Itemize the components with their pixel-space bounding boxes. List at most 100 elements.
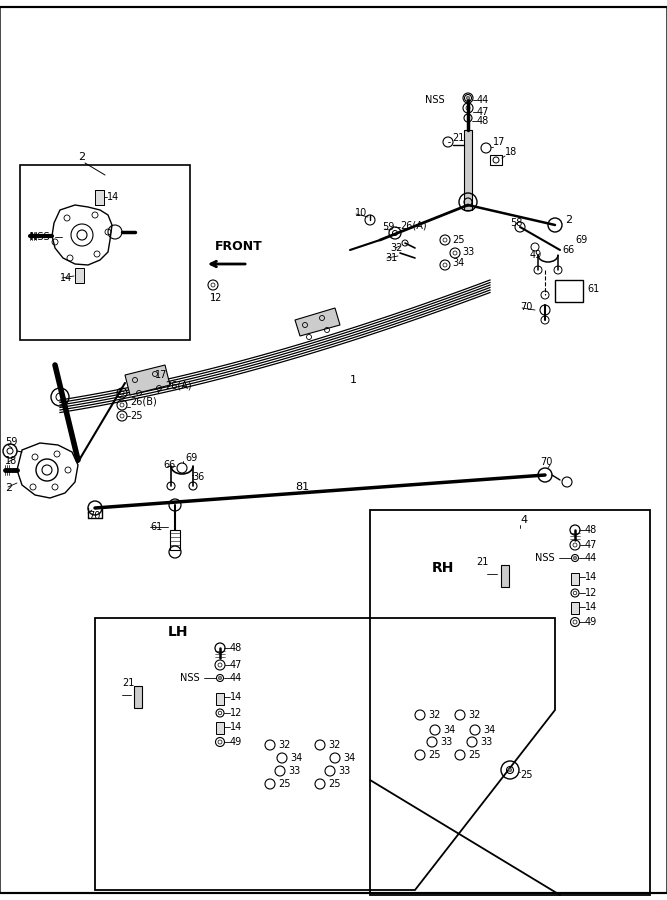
Text: 32: 32 [468, 710, 480, 720]
Bar [370, 510, 650, 895]
Circle shape [508, 769, 512, 772]
Text: 25: 25 [428, 750, 440, 760]
Text: 18: 18 [505, 147, 517, 157]
Text: 31: 31 [385, 253, 398, 263]
Text: 26(B): 26(B) [130, 397, 157, 407]
Text: 33: 33 [480, 737, 492, 747]
Text: 21: 21 [452, 133, 464, 143]
Circle shape [573, 556, 577, 560]
Text: 34: 34 [443, 725, 456, 735]
Bar [571, 602, 579, 614]
Text: 17: 17 [155, 370, 167, 380]
Text: 33: 33 [288, 766, 300, 776]
Text: 81: 81 [295, 482, 309, 492]
Bar [75, 268, 84, 283]
Text: 14: 14 [60, 273, 72, 283]
Bar [571, 573, 579, 585]
Bar [134, 686, 142, 708]
Text: 48: 48 [477, 116, 490, 126]
Text: 69: 69 [575, 235, 587, 245]
Text: 14: 14 [107, 192, 119, 202]
Text: 58: 58 [510, 218, 522, 228]
Text: 32: 32 [390, 243, 402, 253]
Text: 44: 44 [477, 95, 490, 105]
Text: 32: 32 [428, 710, 440, 720]
Bar [555, 280, 583, 302]
Text: 14: 14 [585, 572, 597, 582]
Text: 2: 2 [78, 152, 85, 162]
Text: NSS: NSS [536, 553, 555, 563]
Polygon shape [125, 365, 170, 395]
Bar [216, 693, 224, 705]
Text: 14: 14 [230, 692, 242, 702]
Text: 48: 48 [585, 525, 597, 535]
Text: 26(A): 26(A) [165, 380, 191, 390]
Text: 61: 61 [587, 284, 599, 294]
Text: LH: LH [168, 625, 189, 639]
Text: 47: 47 [477, 107, 490, 117]
Text: 69: 69 [185, 453, 197, 463]
Text: 44: 44 [585, 553, 597, 563]
Circle shape [218, 676, 221, 680]
Text: NSS: NSS [180, 673, 200, 683]
Text: 12: 12 [230, 708, 242, 718]
Text: 49: 49 [585, 617, 597, 627]
Text: 33: 33 [440, 737, 452, 747]
Text: 61: 61 [150, 522, 162, 532]
Text: 49: 49 [530, 250, 542, 260]
Text: 12: 12 [585, 588, 598, 598]
Text: 26(A): 26(A) [400, 220, 427, 230]
Text: 25: 25 [278, 779, 291, 789]
Text: 10: 10 [355, 208, 368, 218]
Text: 14: 14 [230, 722, 242, 732]
Text: 34: 34 [343, 753, 356, 763]
Text: RH: RH [432, 561, 454, 575]
Text: 34: 34 [452, 258, 464, 268]
Text: 25: 25 [468, 750, 480, 760]
Text: FRONT: FRONT [215, 239, 263, 253]
Text: 21: 21 [122, 678, 134, 688]
Text: 47: 47 [230, 660, 242, 670]
Circle shape [466, 96, 470, 100]
Text: 48: 48 [230, 643, 242, 653]
Text: 34: 34 [483, 725, 496, 735]
Text: 70: 70 [88, 511, 100, 521]
Text: 12: 12 [210, 293, 222, 303]
Text: 33: 33 [462, 247, 474, 257]
Bar [20, 165, 190, 340]
Text: 59: 59 [5, 437, 17, 447]
Text: 25: 25 [328, 779, 340, 789]
Bar [170, 530, 180, 550]
Text: NSS: NSS [426, 95, 445, 105]
Text: 34: 34 [290, 753, 302, 763]
Text: 14: 14 [585, 602, 597, 612]
Text: 36: 36 [192, 472, 204, 482]
Text: 17: 17 [493, 137, 506, 147]
Text: 33: 33 [338, 766, 350, 776]
Text: NSS: NSS [30, 232, 49, 242]
Bar [464, 130, 472, 210]
Bar [490, 155, 502, 165]
Text: 32: 32 [278, 740, 290, 750]
Text: 66: 66 [163, 460, 175, 470]
Text: 44: 44 [230, 673, 242, 683]
Text: 47: 47 [585, 540, 598, 550]
Text: 59: 59 [382, 222, 394, 232]
Polygon shape [295, 308, 340, 336]
Text: 70: 70 [520, 302, 532, 312]
Text: 25: 25 [520, 770, 532, 780]
Text: 66: 66 [562, 245, 574, 255]
Text: 1: 1 [350, 375, 357, 385]
Text: 21: 21 [477, 557, 489, 567]
Text: 25: 25 [130, 411, 143, 421]
Text: 70: 70 [540, 457, 552, 467]
Text: 2: 2 [565, 215, 572, 225]
Bar [95, 190, 104, 205]
Text: 2: 2 [5, 483, 12, 493]
Bar [216, 722, 224, 734]
Text: 49: 49 [230, 737, 242, 747]
Text: 18: 18 [5, 456, 17, 466]
Bar [501, 565, 509, 587]
Text: 4: 4 [520, 515, 527, 525]
Text: 32: 32 [328, 740, 340, 750]
